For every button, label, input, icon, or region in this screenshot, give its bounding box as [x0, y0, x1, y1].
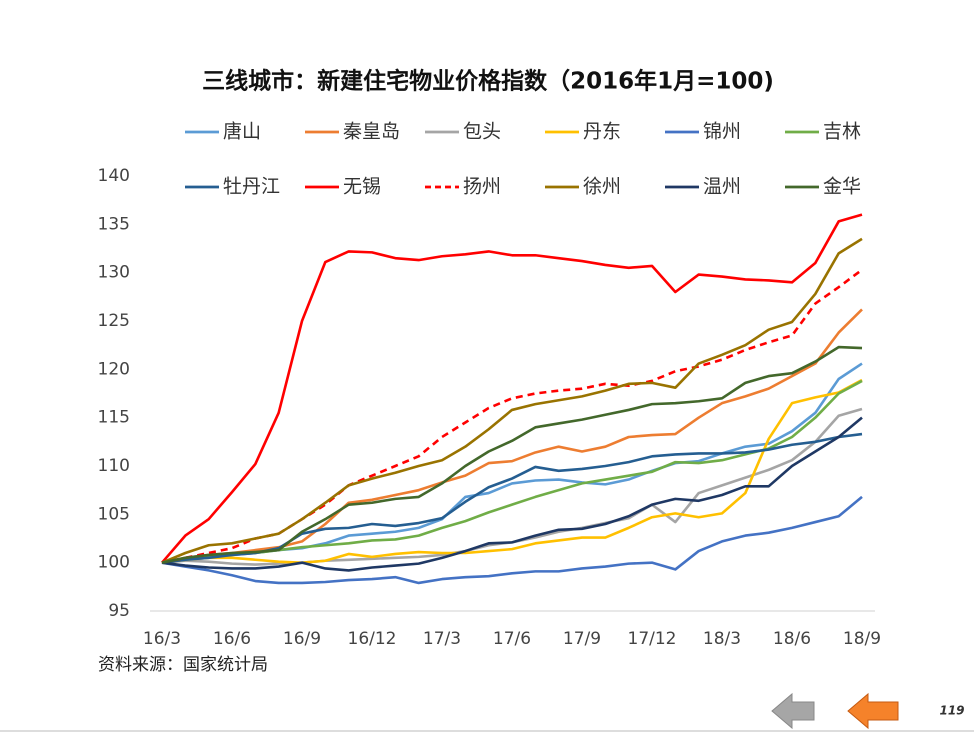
- series-line: [161, 237, 863, 564]
- x-tick-label: 18/6: [773, 629, 811, 649]
- y-tick-label: 130: [98, 263, 130, 283]
- y-tick-label: 95: [108, 601, 130, 621]
- legend-label: 秦皇岛: [343, 121, 400, 143]
- y-tick-label: 100: [98, 553, 130, 573]
- series-line: [161, 378, 863, 564]
- legend-label: 丹东: [583, 121, 621, 143]
- y-tick-label: 110: [98, 456, 130, 476]
- x-tick-label: 16/3: [143, 629, 181, 649]
- x-tick-label: 17/9: [563, 629, 601, 649]
- x-tick-label: 17/6: [493, 629, 531, 649]
- x-tick-label: 16/12: [348, 629, 397, 649]
- legend-label: 扬州: [463, 176, 501, 198]
- chart-title: 三线城市：新建住宅物业价格指数（2016年1月=100): [202, 68, 774, 95]
- x-tick-label: 18/3: [703, 629, 741, 649]
- y-tick-label: 140: [98, 166, 130, 186]
- x-tick-label: 17/3: [423, 629, 461, 649]
- series-line: [161, 432, 863, 564]
- source: 资料来源：国家统计局: [98, 655, 268, 675]
- series-line: [161, 268, 863, 564]
- legend-label: 牡丹江: [223, 176, 280, 198]
- series-line: [161, 345, 863, 564]
- legend-label: 无锡: [343, 176, 381, 198]
- x-tick-label: 18/9: [843, 629, 881, 649]
- x-tick-label: 16/9: [283, 629, 321, 649]
- series-line: [161, 495, 863, 585]
- back-arrow[interactable]: [771, 692, 815, 730]
- legend-label: 温州: [703, 176, 741, 198]
- series-line: [161, 213, 863, 564]
- y-tick-label: 105: [98, 504, 130, 524]
- y-tick-label: 120: [98, 359, 130, 379]
- y-tick-label: 115: [98, 408, 130, 428]
- series-line: [161, 416, 863, 572]
- legend-label: 唐山: [223, 121, 261, 143]
- legend-label: 吉林: [823, 121, 861, 143]
- legend-label: 金华: [823, 176, 861, 198]
- legend-label: 徐州: [583, 176, 621, 198]
- next-arrow[interactable]: [847, 692, 899, 730]
- y-tick-label: 125: [98, 311, 130, 331]
- x-tick-label: 17/12: [628, 629, 677, 649]
- y-tick-label: 135: [98, 214, 130, 234]
- x-tick-label: 16/6: [213, 629, 251, 649]
- legend-label: 包头: [463, 121, 501, 143]
- page-number: 119: [939, 704, 964, 718]
- legend-label: 锦州: [703, 121, 741, 143]
